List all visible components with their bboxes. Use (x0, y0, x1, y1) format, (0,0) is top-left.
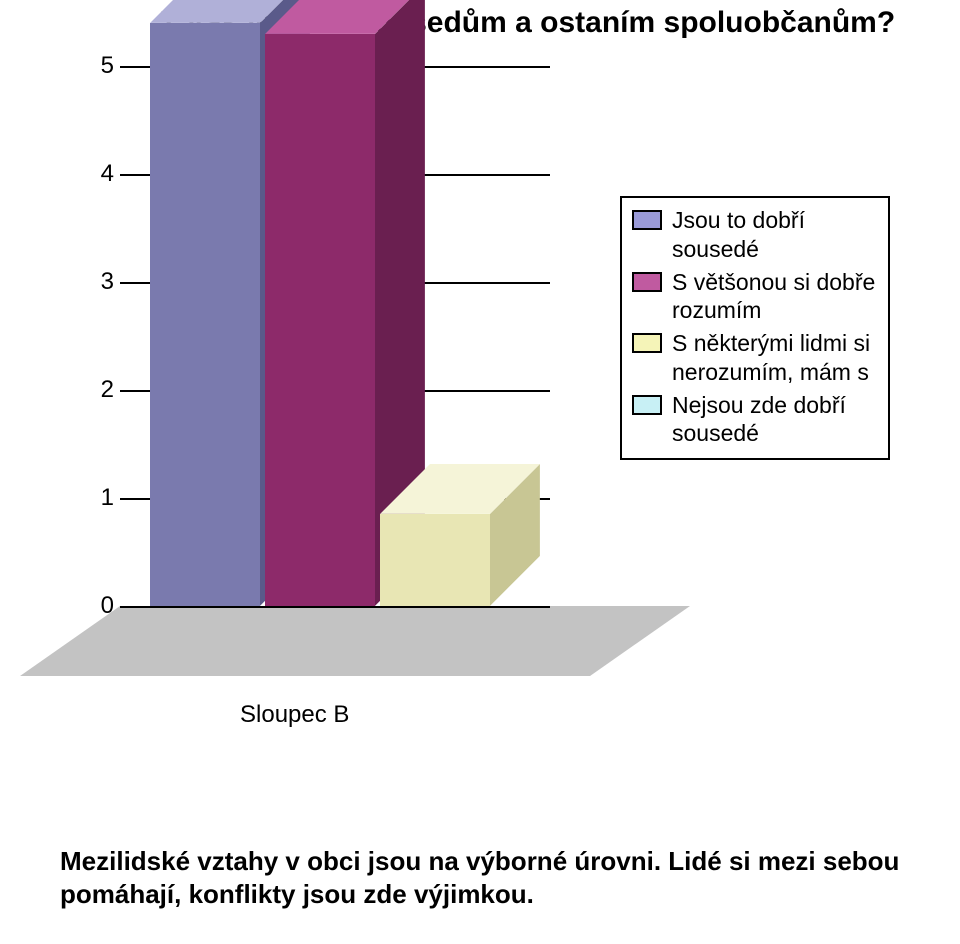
x-axis-label: Sloupec B (240, 701, 349, 729)
legend-item: Jsou to dobří sousedé (632, 206, 878, 264)
legend-swatch (632, 333, 662, 353)
chart-area: 012345 Sloupec B Jsou to dobří sousedéS … (60, 66, 900, 706)
legend-swatch (632, 395, 662, 415)
legend-label: S některými lidmi si nerozumím, mám s (672, 329, 878, 387)
legend-label: Jsou to dobří sousedé (672, 206, 878, 264)
legend: Jsou to dobří sousedéS většonou si dobře… (620, 196, 890, 460)
legend-item: S některými lidmi si nerozumím, mám s (632, 329, 878, 387)
y-tick-label: 5 (60, 54, 114, 78)
y-tick-label: 2 (60, 378, 114, 402)
bar-series-2 (380, 514, 490, 606)
bar-front (150, 23, 260, 606)
legend-item: S většonou si dobře rozumím (632, 268, 878, 326)
caption-text: Mezilidské vztahy v obci jsou na výborné… (60, 845, 900, 910)
y-tick-label: 4 (60, 162, 114, 186)
bar-series-1 (265, 34, 375, 606)
y-tick-label: 1 (60, 486, 114, 510)
bar-series-0 (150, 23, 260, 606)
bar-front (265, 34, 375, 606)
legend-item: Nejsou zde dobří sousedé (632, 391, 878, 449)
bar-front (380, 514, 490, 606)
chart-floor (20, 606, 690, 676)
legend-label: Nejsou zde dobří sousedé (672, 391, 878, 449)
legend-swatch (632, 210, 662, 230)
plot-region (120, 66, 550, 608)
legend-swatch (632, 272, 662, 292)
page: 7.Váš vztah k sousedům a ostaním spoluob… (0, 0, 960, 944)
legend-label: S většonou si dobře rozumím (672, 268, 878, 326)
y-tick-label: 3 (60, 270, 114, 294)
